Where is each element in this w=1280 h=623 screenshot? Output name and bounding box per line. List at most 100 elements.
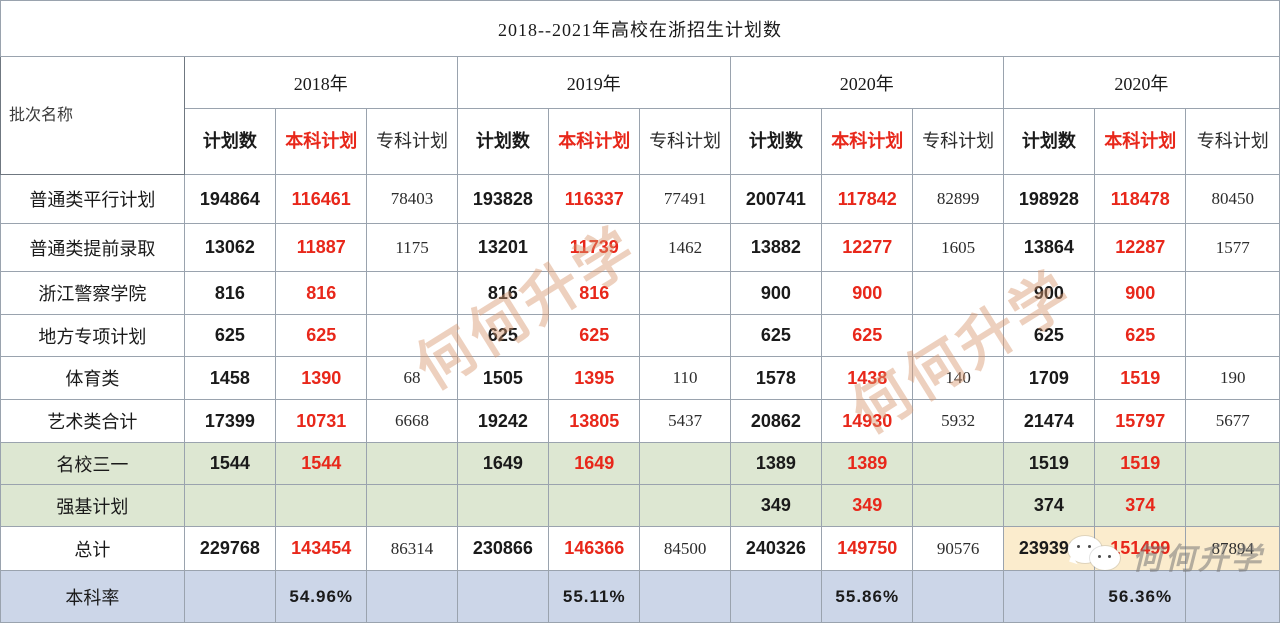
table-cell: 900 [1094,271,1187,315]
table-cell: 1519 [1002,442,1096,485]
page-title: 2018--2021年高校在浙招生计划数 [0,0,1280,57]
table-row: 名校三一 1544 1544 1649 1649 1389 1389 1519 1519 [0,442,1280,485]
table-cell: 625 [1002,314,1096,357]
table-cell: 151499 [1094,526,1187,571]
table-cell: 374 [1094,484,1187,527]
subheader-1-total: 计划数 [456,108,550,175]
table-cell: 816 [456,271,550,315]
table-cell: 5932 [912,399,1004,443]
table-cell: 625 [729,314,823,357]
table-cell [1185,271,1280,315]
table-cell: 1389 [821,442,914,485]
table-cell: 900 [729,271,823,315]
table-cell: 146366 [548,526,641,571]
table-cell: 116461 [275,174,368,224]
table-cell [729,570,823,623]
table-cell: 110 [639,356,731,400]
table-cell: 149750 [821,526,914,571]
table-cell: 349 [821,484,914,527]
table-cell: 68 [366,356,458,400]
table-cell: 900 [821,271,914,315]
table-cell: 77491 [639,174,731,224]
table-cell: 374 [1002,484,1096,527]
table-cell: 11739 [548,223,641,272]
table-cell: 86314 [366,526,458,571]
table-row: 地方专项计划 625 625 625 625 625 625 625 625 [0,314,1280,357]
table-cell [1185,570,1280,623]
table-cell: 6668 [366,399,458,443]
table-cell [1002,570,1096,623]
table-cell [366,484,458,527]
table-cell: 54.96% [275,570,368,623]
row-label: 名校三一 [0,442,185,485]
table-cell: 84500 [639,526,731,571]
table-cell [639,484,731,527]
table-row: 总计 229768 143454 86314 230866 146366 84500 2403… [0,526,1280,571]
table-cell: 78403 [366,174,458,224]
table-cell: 1578 [729,356,823,400]
subheader-3-undergrad: 本科计划 [1094,108,1187,175]
table-cell: 239392 [1002,526,1096,571]
table-cell [275,484,368,527]
table-cell: 193828 [456,174,550,224]
table-cell: 816 [548,271,641,315]
table-cell: 816 [275,271,368,315]
row-label: 普通类提前录取 [0,223,185,272]
table-cell: 87894 [1185,526,1280,571]
table-row: 普通类提前录取 13062 11887 1175 13201 11739 1462 13882… [0,223,1280,272]
table-cell: 13201 [456,223,550,272]
row-label: 强基计划 [0,484,185,527]
table-row: 本科率 54.96% 55.11% 55.86% 56.36% [0,570,1280,623]
table-cell: 1175 [366,223,458,272]
table-cell: 82899 [912,174,1004,224]
table-cell [912,484,1004,527]
table-cell: 1505 [456,356,550,400]
table-cell: 5437 [639,399,731,443]
subheader-2-junior: 专科计划 [912,108,1004,175]
table-cell: 118478 [1094,174,1187,224]
table-cell: 15797 [1094,399,1187,443]
table-cell: 1544 [183,442,277,485]
table-cell: 190 [1185,356,1280,400]
table-cell [639,570,731,623]
table-cell: 1389 [729,442,823,485]
table-cell: 900 [1002,271,1096,315]
table-row: 普通类平行计划 194864 116461 78403 193828 116337 7749… [0,174,1280,224]
table-cell [912,442,1004,485]
table-cell: 198928 [1002,174,1096,224]
table-cell [1185,314,1280,357]
table-cell: 12287 [1094,223,1187,272]
table-cell [639,314,731,357]
table-cell: 1709 [1002,356,1096,400]
table-cell: 13062 [183,223,277,272]
table-cell: 11887 [275,223,368,272]
table-cell [366,314,458,357]
table-cell: 625 [821,314,914,357]
table-cell: 117842 [821,174,914,224]
table-cell: 349 [729,484,823,527]
table-cell: 143454 [275,526,368,571]
year-group-header-2: 2020年 [729,56,1004,109]
table-cell: 1577 [1185,223,1280,272]
table-row: 强基计划 349 349 374 374 [0,484,1280,527]
table-cell [639,271,731,315]
table-cell: 55.86% [821,570,914,623]
row-label: 体育类 [0,356,185,400]
table-cell: 240326 [729,526,823,571]
table-cell: 21474 [1002,399,1096,443]
table-cell [1185,484,1280,527]
table-cell: 625 [548,314,641,357]
table-row: 艺术类合计 17399 10731 6668 19242 13805 5437 20862 14… [0,399,1280,443]
table-cell: 1649 [456,442,550,485]
row-label: 本科率 [0,570,185,623]
table-cell: 229768 [183,526,277,571]
table-cell [366,570,458,623]
subheader-2-undergrad: 本科计划 [821,108,914,175]
row-label: 总计 [0,526,185,571]
table-cell: 625 [456,314,550,357]
table-cell: 116337 [548,174,641,224]
subheader-0-undergrad: 本科计划 [275,108,368,175]
table-cell: 80450 [1185,174,1280,224]
